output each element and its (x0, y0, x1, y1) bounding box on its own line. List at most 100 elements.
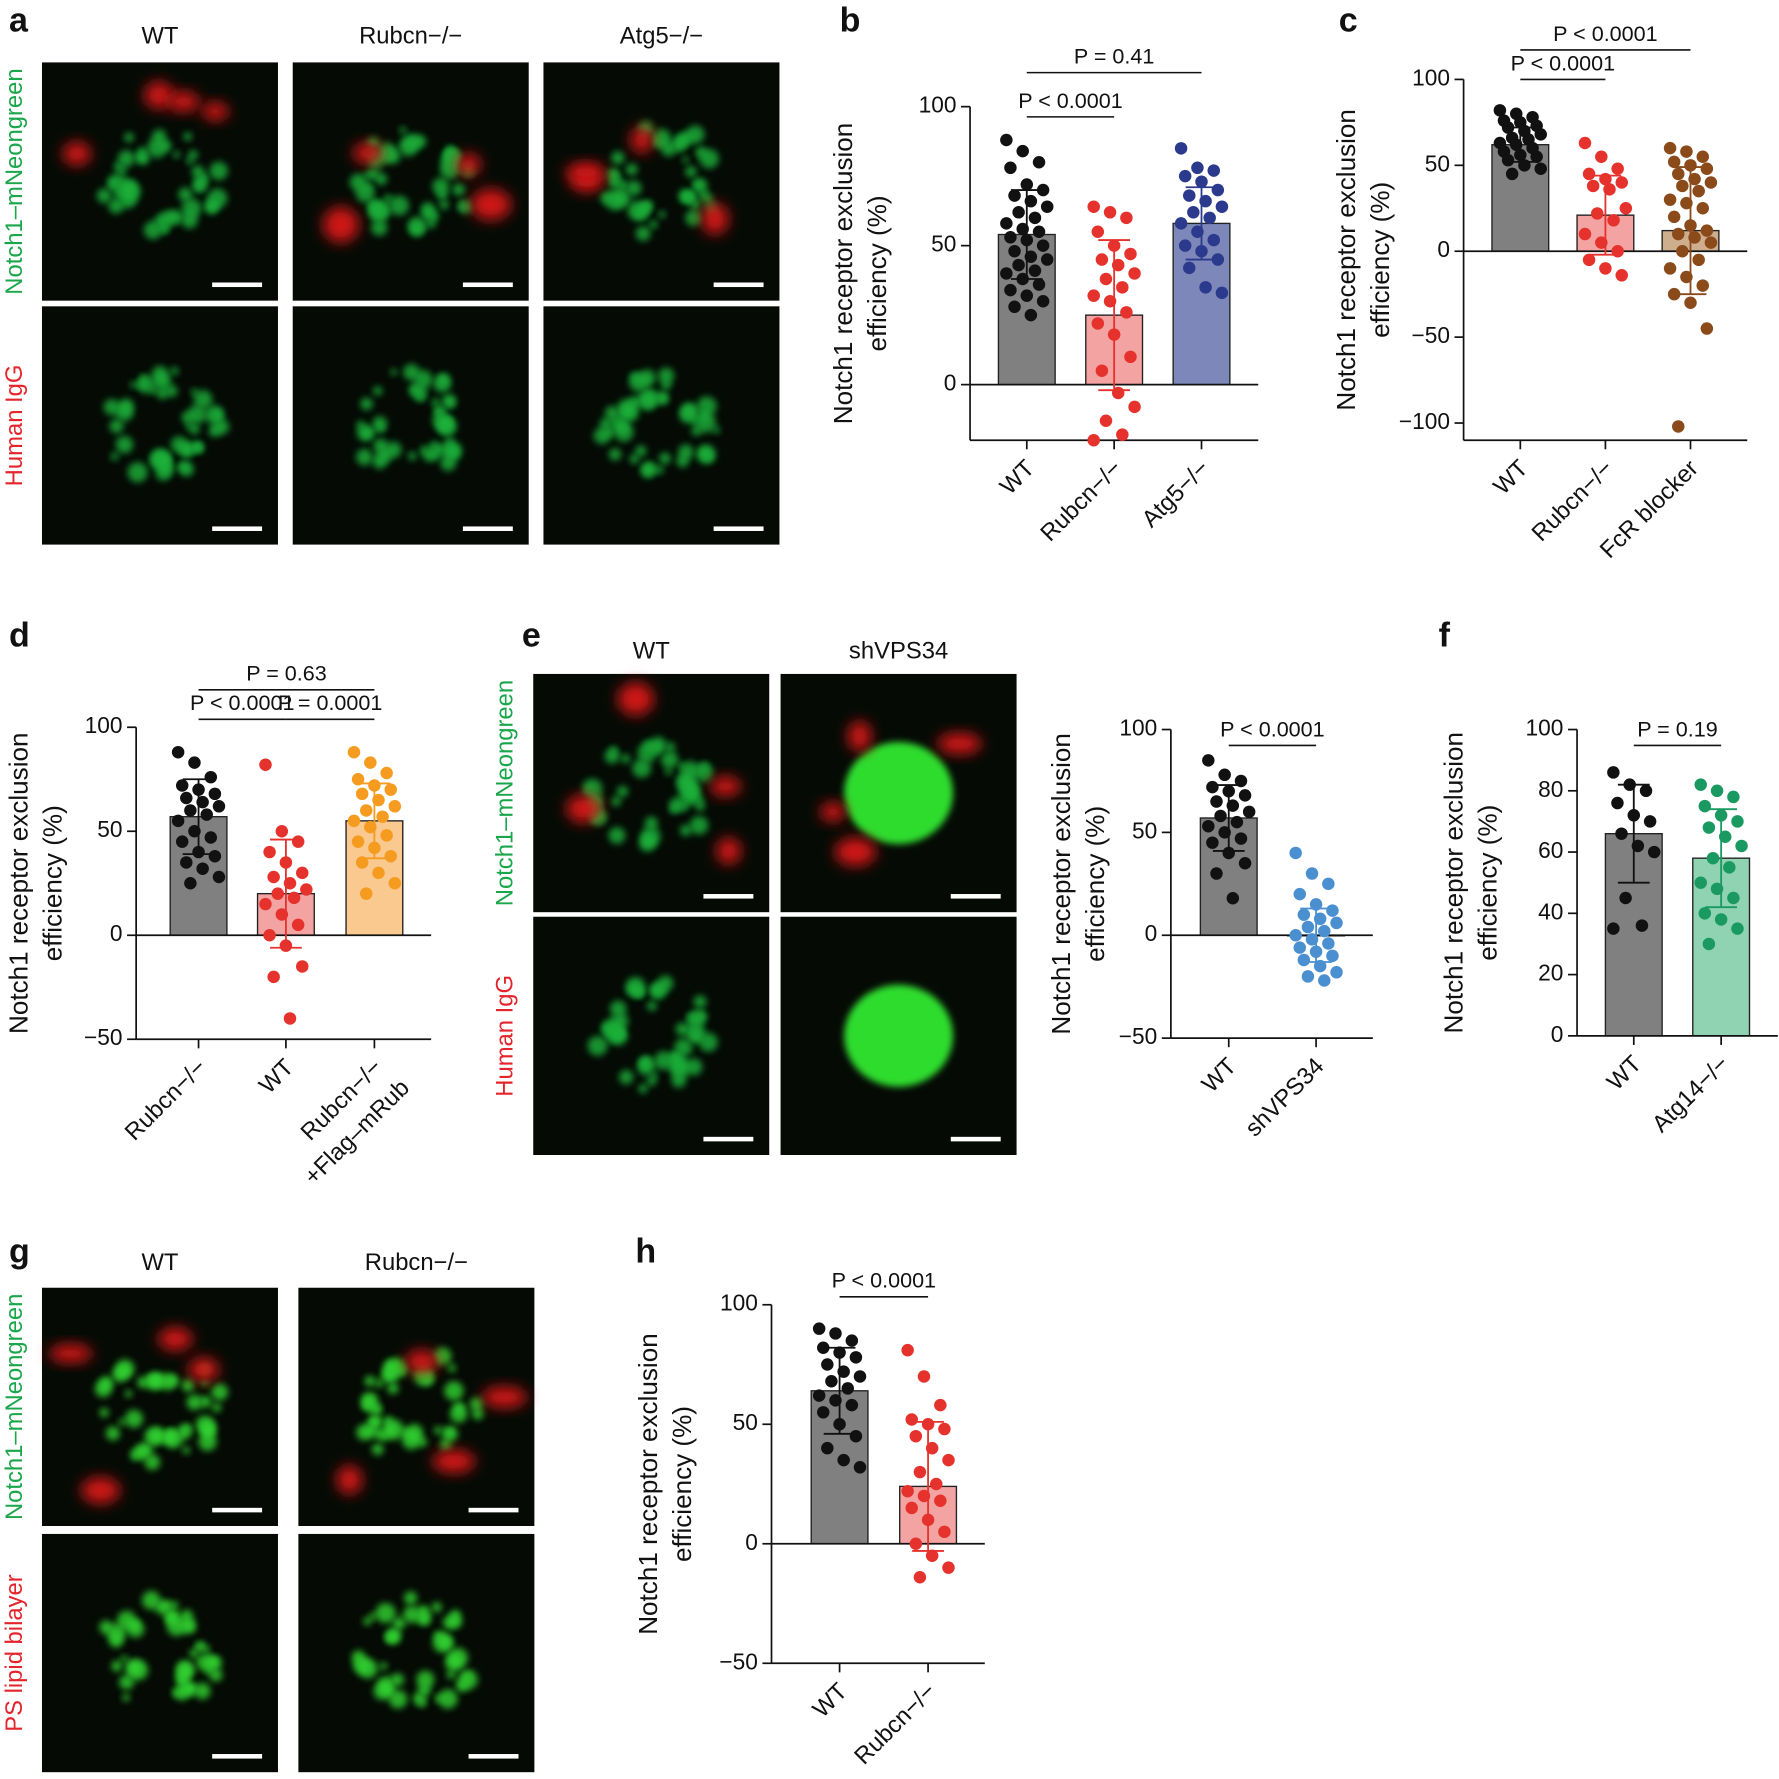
micrograph (41, 62, 278, 301)
y-axis-label: efficiency (%) (667, 1406, 697, 1562)
signal-green (676, 771, 694, 789)
column-label: Rubcn−/− (359, 23, 462, 50)
data-point (925, 1441, 939, 1455)
data-point (359, 804, 373, 817)
data-point (1603, 183, 1616, 196)
signal-green (125, 1659, 142, 1676)
signal-green (193, 175, 208, 191)
data-point (283, 1012, 297, 1025)
data-point (351, 835, 365, 848)
data-point (1214, 809, 1227, 823)
signal-green (186, 157, 194, 165)
signal-green (469, 1397, 484, 1411)
data-point (1595, 236, 1608, 249)
data-point (930, 1477, 943, 1491)
data-point (267, 870, 280, 884)
y-axis-label: Notch1 receptor exclusion (1046, 733, 1076, 1035)
data-point (1116, 428, 1129, 441)
micrograph (298, 1287, 535, 1526)
signal-green (355, 183, 375, 203)
signal-green (384, 1424, 396, 1437)
scale-bar (713, 526, 764, 531)
data-point (917, 1489, 931, 1503)
error-bar (1674, 166, 1707, 296)
data-point (1619, 891, 1632, 905)
data-point (1578, 136, 1592, 150)
x-tick-label: Rubcn−/− (1035, 455, 1127, 547)
signal-green (110, 452, 119, 461)
signal-green (657, 391, 669, 403)
signal-green (611, 796, 622, 807)
signal-red (81, 1477, 120, 1504)
signal-green (616, 785, 629, 798)
data-point (817, 1341, 830, 1355)
signal-green (387, 1382, 399, 1395)
data-point (845, 1334, 859, 1347)
scale-bar (950, 894, 1001, 899)
data-point (1639, 784, 1653, 798)
data-point (1694, 778, 1707, 791)
signal-green (163, 1428, 184, 1449)
data-point (901, 1343, 914, 1357)
data-point (1309, 898, 1323, 911)
data-point (1710, 784, 1724, 798)
signal-green (209, 1668, 223, 1682)
data-point (1611, 244, 1624, 258)
signal-green (367, 1416, 380, 1429)
signal-green (608, 827, 626, 845)
data-point (263, 929, 276, 942)
signal-green (190, 388, 198, 396)
data-point (1619, 202, 1633, 215)
row-label: Notch1–mNeongreen (1, 1294, 28, 1520)
data-point (1313, 912, 1327, 926)
signal-green (172, 151, 181, 159)
data-point (188, 756, 201, 769)
data-point (1607, 214, 1620, 227)
data-point (849, 1429, 863, 1443)
data-point (821, 1441, 834, 1455)
data-point (372, 866, 385, 880)
signal-green (649, 736, 667, 753)
signal-red (144, 81, 174, 109)
data-point (1234, 774, 1248, 788)
signal-green (472, 1408, 484, 1420)
data-point (1698, 799, 1712, 813)
signal-green (440, 159, 460, 180)
data-point (1040, 200, 1054, 213)
signal-green (661, 380, 672, 391)
data-point (355, 787, 369, 801)
image-bg (533, 916, 770, 1155)
data-point (196, 795, 209, 809)
x-tick-label: WT (254, 1054, 299, 1099)
data-point (1530, 150, 1543, 163)
signal-green (390, 368, 398, 376)
data-point (1692, 253, 1705, 267)
signal-green (194, 444, 202, 452)
signal-green (207, 202, 218, 213)
signal-green (712, 426, 721, 434)
data-point (1667, 210, 1681, 224)
data-point (1723, 861, 1736, 874)
p-value: P < 0.0001 (1220, 716, 1324, 741)
data-point (212, 800, 226, 813)
data-point (1607, 922, 1620, 935)
data-point (1611, 796, 1624, 810)
signal-green (439, 199, 449, 210)
data-point (1226, 891, 1240, 905)
signal-green (435, 406, 446, 416)
signal-green (118, 1418, 126, 1426)
data-point (1028, 211, 1042, 225)
signal-green (452, 183, 466, 197)
data-point (1330, 966, 1343, 979)
data-point (853, 1370, 867, 1383)
data-point (1091, 225, 1105, 238)
data-point (917, 1370, 931, 1383)
column-label: Atg5−/− (620, 23, 703, 50)
signal-green (658, 210, 666, 219)
data-point (1004, 283, 1017, 297)
signal-green (638, 391, 657, 411)
data-point (1178, 239, 1192, 252)
signal-green (403, 1591, 418, 1605)
signal-green (655, 465, 664, 475)
y-tick-label: 0 (1551, 1021, 1564, 1047)
